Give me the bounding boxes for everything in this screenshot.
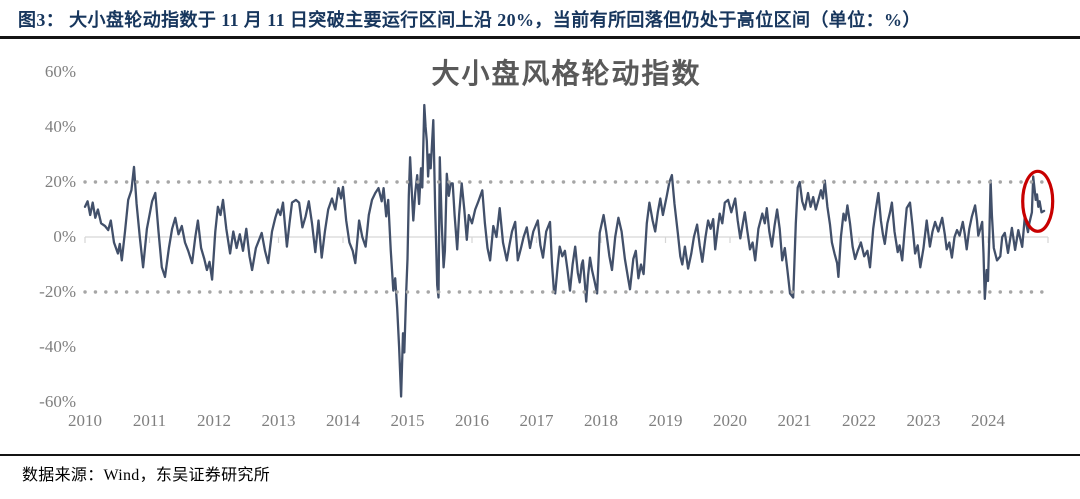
x-axis-label: 2021 (777, 411, 812, 430)
x-axis-label: 2010 (68, 411, 102, 430)
x-axis-label: 2013 (261, 411, 296, 430)
x-axis-label: 2023 (906, 411, 941, 430)
y-axis-label: 40% (44, 117, 76, 136)
y-axis-label: -60% (39, 392, 76, 411)
figure-caption: 图3： 大小盘轮动指数于 11 月 11 日突破主要运行区间上沿 20%，当前有… (18, 10, 921, 30)
rotation-index-series-line (83, 103, 1046, 398)
x-axis-label: 2022 (842, 411, 876, 430)
x-axis-label: 2024 (971, 411, 1005, 430)
breakout-highlight-ellipse (1021, 169, 1055, 233)
x-axis-label: 2015 (390, 411, 425, 430)
y-axis-label: 20% (44, 172, 76, 191)
y-axis-label: 60% (44, 62, 76, 81)
x-axis-label: 2011 (132, 411, 167, 430)
data-source: 数据来源：Wind，东吴证券研究所 (22, 467, 271, 484)
footer-divider (0, 454, 1080, 456)
x-axis-label: 2020 (713, 411, 747, 430)
chart-title: 大小盘风格轮动指数 (431, 59, 702, 90)
x-axis-label: 2019 (648, 411, 683, 430)
header-divider (0, 36, 1080, 39)
x-axis-label: 2012 (197, 411, 231, 430)
y-axis-label: -20% (39, 282, 76, 301)
x-axis-label: 2014 (326, 411, 360, 430)
y-axis-label: -40% (39, 337, 76, 356)
x-axis-label: 2017 (519, 411, 554, 430)
x-axis-label: 2018 (584, 411, 618, 430)
y-axis-label: 0% (53, 227, 76, 246)
x-axis-label: 2016 (455, 411, 489, 430)
